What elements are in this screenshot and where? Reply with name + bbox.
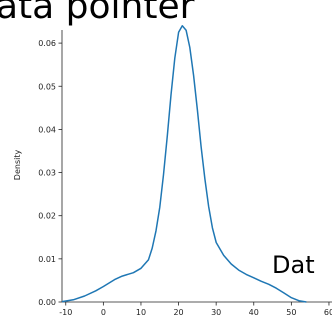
- y-tick-label: 0.05: [38, 82, 56, 91]
- x-tick-label: 40: [249, 308, 259, 317]
- y-tick-label: 0.06: [38, 39, 56, 48]
- y-tick-label: 0.02: [38, 212, 56, 221]
- density-line: [61, 25, 307, 303]
- y-tick-label: 0.00: [38, 298, 56, 307]
- side-text: Dat: [272, 251, 315, 279]
- y-tick-label: 0.01: [38, 255, 56, 264]
- x-tick-label: 60: [324, 308, 332, 317]
- header-text: ata pointer: [0, 0, 195, 27]
- x-tick-label: 20: [173, 308, 183, 317]
- x-tick-label: -10: [59, 308, 72, 317]
- y-tick-label: 0.03: [38, 169, 56, 178]
- x-tick-label: 30: [211, 308, 221, 317]
- x-tick-label: 50: [286, 308, 296, 317]
- x-tick-label: 10: [136, 308, 146, 317]
- x-tick-label: 0: [101, 308, 106, 317]
- y-tick-label: 0.04: [38, 125, 56, 134]
- y-axis-label: Density: [13, 150, 22, 181]
